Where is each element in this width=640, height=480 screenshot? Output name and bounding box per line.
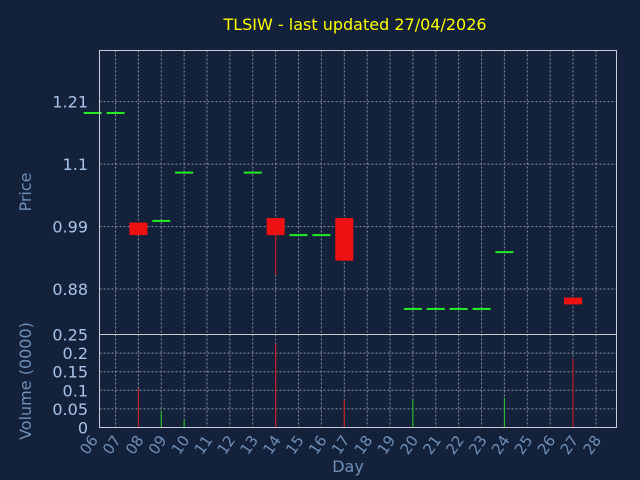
day-tick-label: 22 bbox=[442, 432, 468, 458]
price-tick-label: 1.21 bbox=[52, 93, 88, 112]
volume-tick-label: 0.15 bbox=[52, 363, 88, 382]
volume-tick-labels: 0.250.20.150.10.050 bbox=[52, 326, 88, 438]
day-tick-label: 24 bbox=[488, 432, 514, 458]
candle-body bbox=[335, 218, 354, 261]
candle-body bbox=[152, 219, 171, 222]
candle-body bbox=[243, 171, 262, 174]
day-tick-label: 16 bbox=[305, 432, 331, 458]
volume-tick-label: 0 bbox=[78, 419, 88, 438]
price-plot-frame bbox=[99, 50, 617, 335]
volume-tick-label: 0.2 bbox=[63, 344, 88, 363]
volume-grid bbox=[99, 334, 617, 428]
day-tick-label: 26 bbox=[534, 432, 560, 458]
volume-axis-label: Volume (0000) bbox=[16, 322, 35, 440]
day-tick-label: 15 bbox=[282, 432, 308, 458]
candle-body bbox=[495, 251, 514, 254]
candle-body bbox=[83, 111, 102, 114]
day-tick-label: 13 bbox=[236, 432, 262, 458]
candle-body bbox=[449, 307, 468, 310]
candle-body bbox=[129, 222, 148, 236]
day-tick-label: 08 bbox=[122, 432, 148, 458]
day-tick-label: 20 bbox=[396, 432, 422, 458]
volume-tick-label: 0.05 bbox=[52, 400, 88, 419]
volume-tick-label: 0.25 bbox=[52, 326, 88, 345]
day-tick-label: 11 bbox=[191, 432, 217, 458]
candle-body bbox=[426, 307, 445, 310]
day-tick-label: 23 bbox=[465, 432, 491, 458]
day-tick-label: 18 bbox=[351, 432, 377, 458]
candle-body bbox=[564, 297, 583, 305]
price-tick-label: 0.88 bbox=[52, 280, 88, 299]
day-tick-label: 14 bbox=[259, 432, 285, 458]
day-tick-label: 28 bbox=[579, 432, 605, 458]
day-tick-label: 10 bbox=[168, 432, 194, 458]
day-tick-label: 27 bbox=[557, 432, 583, 458]
day-tick-label: 25 bbox=[511, 432, 537, 458]
day-tick-label: 19 bbox=[374, 432, 400, 458]
candle-body bbox=[106, 111, 125, 114]
day-tick-label: 17 bbox=[328, 432, 354, 458]
day-tick-label: 07 bbox=[99, 432, 125, 458]
price-tick-label: 1.1 bbox=[63, 155, 88, 174]
candle-body bbox=[175, 171, 194, 174]
day-tick-labels: 0607080910111213141516171819202122232425… bbox=[76, 432, 605, 458]
day-axis-label: Day bbox=[332, 457, 364, 476]
candlestick-series bbox=[83, 111, 583, 310]
price-axis-label: Price bbox=[16, 172, 35, 211]
volume-tick-label: 0.1 bbox=[63, 381, 88, 400]
day-tick-label: 12 bbox=[213, 432, 239, 458]
candle-body bbox=[472, 307, 491, 310]
price-tick-label: 0.99 bbox=[52, 218, 88, 237]
price-grid bbox=[99, 50, 617, 335]
candle-body bbox=[266, 218, 285, 236]
candle-body bbox=[312, 234, 331, 237]
day-tick-label: 09 bbox=[145, 432, 171, 458]
day-tick-label: 21 bbox=[419, 432, 445, 458]
volume-bars bbox=[137, 343, 574, 428]
candle-body bbox=[289, 234, 308, 237]
candle-body bbox=[403, 307, 422, 310]
chart-title: TLSIW - last updated 27/04/2026 bbox=[222, 15, 486, 34]
price-tick-labels: 1.21 1.1 0.99 0.88 bbox=[52, 93, 88, 299]
volume-plot-frame bbox=[99, 334, 617, 428]
